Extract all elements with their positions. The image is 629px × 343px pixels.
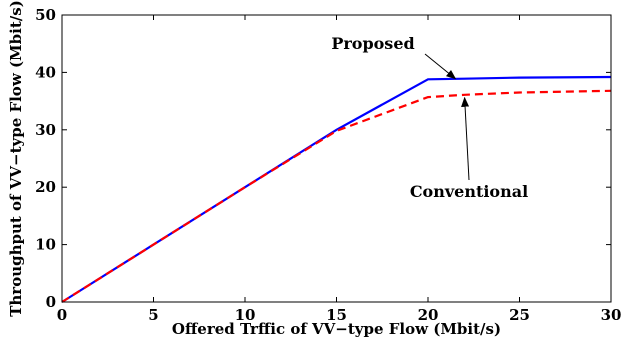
x-tick-label: 25 [509,306,530,324]
x-tick-label: 30 [601,306,622,324]
annotation-arrow-proposed [424,53,457,80]
x-tick-label: 10 [235,306,256,324]
series-line-proposed [61,75,612,303]
series-line-conventional [61,89,612,303]
x-tick-label: 0 [57,306,67,324]
ticks-layer: 0 5 10 15 20 25 30 0 10 20 30 40 50 [35,6,621,324]
x-axis-label: Offered Trffic of VV−type Flow (Mbit/s) [172,320,501,338]
annotation-layer: Proposed Conventional [331,34,528,201]
y-tick-label: 50 [35,6,56,24]
series-layer [61,75,612,303]
x-tick-label: 5 [148,306,158,324]
annotation-proposed: Proposed [331,34,414,53]
annotation-arrow-conventional [461,96,470,181]
y-tick-label: 0 [46,293,56,311]
y-tick-label: 30 [35,121,56,139]
x-tick-label: 20 [418,306,439,324]
y-tick-label: 20 [35,178,56,196]
y-tick-label: 40 [35,63,56,81]
y-tick-label: 10 [35,236,56,254]
annotation-conventional: Conventional [410,182,528,201]
x-tick-label: 15 [326,306,347,324]
plot-frame [61,14,612,303]
y-axis-label: Throughput of VV−type Flow (Mbit/s) [7,0,25,317]
